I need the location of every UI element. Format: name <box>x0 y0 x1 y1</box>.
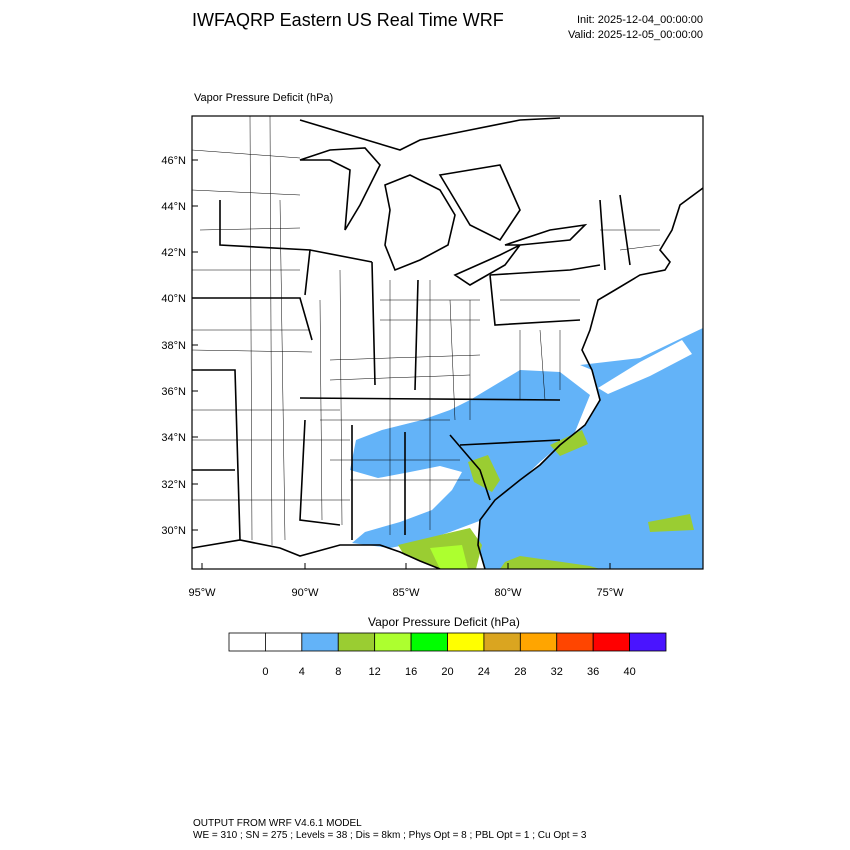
lon-label: 75°W <box>596 587 624 599</box>
lat-label: 42°N <box>161 247 186 259</box>
lon-label: 90°W <box>291 587 319 599</box>
colorbar-label: 8 <box>335 666 341 678</box>
colorbar-box <box>519 632 558 652</box>
colorbar-label: 32 <box>551 666 563 678</box>
lat-label: 36°N <box>161 386 186 398</box>
colorbar-box <box>410 632 448 652</box>
colorbar-box <box>556 632 594 652</box>
colorbar-title: Vapor Pressure Deficit (hPa) <box>368 615 520 629</box>
footer-line: WE = 310 ; SN = 275 ; Levels = 38 ; Dis … <box>193 830 587 841</box>
init-time: Init: 2025-12-04_00:00:00 <box>577 14 703 26</box>
lat-label: 40°N <box>161 293 186 305</box>
colorbar-box <box>592 632 630 652</box>
map <box>192 116 703 569</box>
lon-label: 95°W <box>188 587 216 599</box>
footer-line: OUTPUT FROM WRF V4.6.1 MODEL <box>193 818 362 829</box>
colorbar-label: 28 <box>514 666 526 678</box>
valid-time: Valid: 2025-12-05_00:00:00 <box>568 29 703 41</box>
colorbar-label: 36 <box>587 666 599 678</box>
title: IWFAQRP Eastern US Real Time WRF <box>192 10 504 30</box>
colorbar-box <box>447 632 485 652</box>
colorbar-box <box>265 632 303 652</box>
colorbar-label: 0 <box>262 666 268 678</box>
colorbar-label: 16 <box>405 666 417 678</box>
lon-label: 80°W <box>494 587 522 599</box>
colorbar-box <box>228 632 266 652</box>
colorbar-label: 12 <box>369 666 381 678</box>
colorbar-box <box>374 632 412 652</box>
colorbar-label: 20 <box>441 666 453 678</box>
colorbar-box <box>629 632 667 652</box>
lat-label: 32°N <box>161 479 186 491</box>
lat-label: 44°N <box>161 201 186 213</box>
map-frame <box>191 115 704 570</box>
lat-label: 34°N <box>161 432 186 444</box>
colorbar-label: 4 <box>299 666 305 678</box>
lat-label: 46°N <box>161 155 186 167</box>
colorbar-box <box>337 632 376 652</box>
colorbar-label: 40 <box>623 666 635 678</box>
colorbar-box <box>483 632 521 652</box>
map-title: Vapor Pressure Deficit (hPa) <box>194 92 333 104</box>
lon-label: 85°W <box>392 587 420 599</box>
lat-label: 38°N <box>161 340 186 352</box>
lat-label: 30°N <box>161 525 186 537</box>
colorbar-box <box>301 632 339 652</box>
colorbar-label: 24 <box>478 666 490 678</box>
